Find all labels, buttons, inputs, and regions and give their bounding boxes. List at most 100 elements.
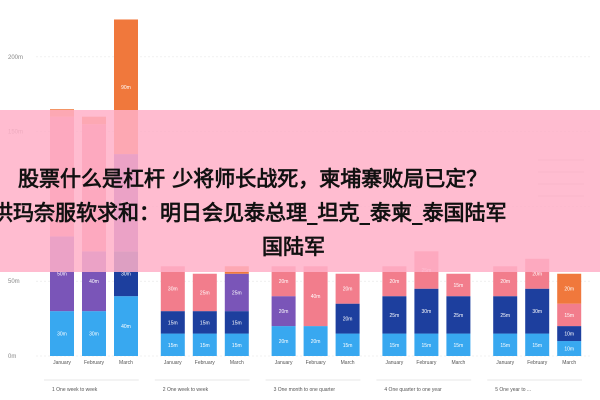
x-tick-label: February [416, 360, 437, 366]
data-label: 30m [121, 272, 131, 278]
data-label: 50m [57, 272, 67, 278]
bar-segment [160, 333, 185, 356]
data-label: 15m [422, 343, 432, 349]
bar-segment [224, 273, 249, 312]
x-tick-label: March [562, 360, 576, 366]
data-label: 30m [422, 309, 432, 315]
bar-segment [114, 296, 138, 356]
bar-segment [192, 333, 217, 356]
data-label: 40m [121, 324, 131, 330]
bar-segment [160, 266, 185, 312]
data-label: 20m [343, 287, 353, 293]
group-label: 4 One quarter to one year [384, 387, 442, 393]
x-tick-label: February [306, 360, 327, 366]
bar-segment [557, 273, 582, 304]
group-label: 5 One year to ... [495, 387, 531, 393]
bar-segment [50, 311, 74, 356]
group-label: 1 One week to week [52, 387, 98, 393]
x-tick-label: February [195, 360, 216, 366]
x-tick-label: January [53, 360, 71, 366]
data-label: 15m [232, 320, 242, 326]
bar-segment [224, 311, 249, 334]
data-label: 20m [279, 339, 289, 345]
x-tick-label: February [84, 360, 105, 366]
data-label: 25m [200, 290, 210, 296]
bar-segment [303, 266, 328, 327]
x-tick-label: March [119, 360, 133, 366]
data-label: 30m [57, 332, 67, 338]
bar-segment [303, 326, 328, 356]
data-label: 40m [89, 279, 99, 285]
data-label: 15m [200, 320, 210, 326]
data-label: 30m [532, 309, 542, 315]
data-label: 30m [168, 287, 178, 293]
bar-segment [493, 296, 518, 334]
data-label: 15m [500, 343, 510, 349]
data-label: 20m [311, 339, 321, 345]
data-label: 20m [343, 317, 353, 323]
bar-segment [557, 326, 582, 342]
data-label: 25m [232, 290, 242, 296]
data-label: 20m [532, 272, 542, 278]
bar-segment [271, 326, 296, 356]
data-label: 15m [232, 343, 242, 349]
data-label: 15m [532, 343, 542, 349]
x-axis: January February March January February March… [44, 360, 582, 393]
bar-segment [335, 333, 360, 356]
bar-segment [525, 333, 550, 356]
x-tick-label: March [230, 360, 244, 366]
group-label: 3 One month to one quarter [274, 387, 336, 393]
data-label: 15m [343, 343, 353, 349]
bar-segment [493, 333, 518, 356]
bar-segment [382, 333, 407, 356]
bar-segment [382, 296, 407, 334]
bar-segment [192, 311, 217, 334]
x-tick-label: January [386, 360, 404, 366]
data-label: 20m [564, 287, 574, 293]
x-tick-label: January [496, 360, 514, 366]
bar-segment [446, 273, 471, 297]
data-label: 25m [390, 313, 400, 319]
data-label: 25m [454, 313, 464, 319]
bar-segment [446, 296, 471, 334]
data-label: 25m [500, 313, 510, 319]
headline: 股票什么是杠杆 少将师长战死，柬埔寨败局已定？ 洪玛奈服软求和：明日会见泰总理_… [0, 162, 600, 272]
bar-segment [335, 303, 360, 334]
bar-segment [271, 296, 296, 327]
data-label: 40m [311, 294, 321, 300]
group-label: 2 One week to week [163, 387, 209, 393]
y-tick-label: 200m [8, 55, 23, 61]
headline-line-3: 国陆军 [262, 235, 325, 259]
data-label: 15m [390, 343, 400, 349]
x-tick-label: March [451, 360, 465, 366]
data-label: 15m [454, 343, 464, 349]
bar-segment [557, 303, 582, 327]
data-label: 90m [121, 85, 131, 91]
y-tick-label: 50m [8, 279, 20, 285]
data-label: 15m [454, 283, 464, 289]
x-tick-label: January [275, 360, 293, 366]
data-label: 30m [89, 332, 99, 338]
headline-line-1: 股票什么是杠杆 少将师长战死，柬埔寨败局已定？ [18, 167, 488, 191]
data-label: 15m [564, 313, 574, 319]
data-label: 20m [500, 279, 510, 285]
x-tick-label: March [341, 360, 355, 366]
headline-banner [0, 110, 600, 272]
data-label: 15m [200, 343, 210, 349]
y-tick-label: 0m [8, 354, 16, 360]
bar-segment [525, 288, 550, 334]
bar-segment [557, 341, 582, 356]
bar-segment [160, 311, 185, 334]
bar-segment [192, 273, 217, 312]
x-tick-label: February [527, 360, 548, 366]
bar-segment [224, 333, 249, 356]
data-label: 20m [279, 309, 289, 315]
headline-line-2: 洪玛奈服软求和：明日会见泰总理_坦克_泰柬_泰国陆军 [0, 201, 507, 225]
bar-segment [414, 288, 439, 334]
bar-segment [335, 273, 360, 304]
data-label: 15m [168, 320, 178, 326]
bar-segment [82, 311, 106, 356]
bar-segment [446, 333, 471, 356]
data-label: 10m [564, 347, 574, 353]
x-tick-label: January [164, 360, 182, 366]
